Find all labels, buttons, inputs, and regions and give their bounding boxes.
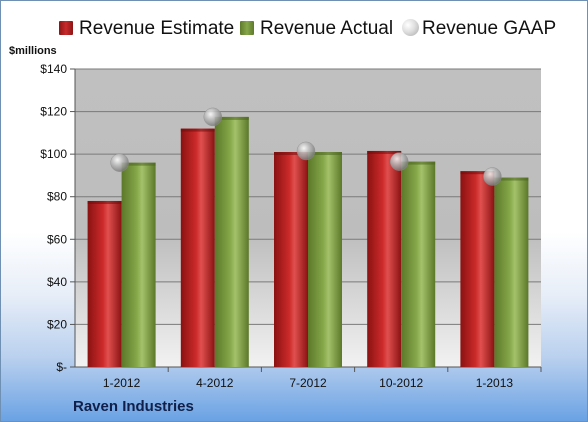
y-tick-label: $80: [47, 190, 67, 204]
point-revenue-gaap: [296, 141, 316, 161]
y-tick-label: $140: [40, 62, 67, 76]
bar-revenue-estimate: [180, 128, 215, 367]
y-tick-label: $40: [47, 275, 67, 289]
y-tick-label: $20: [47, 317, 67, 331]
bar-revenue-estimate: [460, 171, 495, 367]
bar-revenue-actual: [308, 152, 342, 367]
bar-top-revenue-estimate: [87, 200, 122, 204]
y-tick-label: $60: [47, 232, 67, 246]
bar-revenue-estimate: [87, 200, 122, 367]
company-name: Raven Industries: [73, 398, 194, 415]
bar-revenue-actual: [121, 162, 156, 367]
y-axis-unit-label: $millions: [9, 45, 57, 57]
chart-legend: Revenue Estimate Revenue Actual Revenue …: [1, 17, 587, 41]
bar-revenue-actual: [494, 177, 529, 367]
y-tick-label: $-: [56, 360, 67, 374]
bar-top-revenue-actual: [214, 116, 249, 120]
point-revenue-gaap: [203, 107, 223, 127]
legend-marker-revenue-gaap: [402, 19, 419, 36]
bar-revenue-estimate: [367, 150, 402, 367]
bar-top-revenue-estimate: [367, 150, 402, 154]
x-tick-label: 7-2012: [289, 376, 327, 390]
bar-top-revenue-estimate: [180, 128, 215, 132]
bar-revenue-actual: [214, 116, 249, 368]
x-tick-label: 1-2013: [476, 376, 514, 390]
point-revenue-gaap: [110, 153, 129, 172]
bar-top-revenue-actual: [494, 177, 529, 181]
bar-top-revenue-estimate: [274, 152, 308, 156]
bar-revenue-actual: [401, 161, 436, 367]
legend-label-revenue-gaap: Revenue GAAP: [422, 18, 557, 39]
legend-label-revenue-estimate: Revenue Estimate: [79, 18, 235, 39]
bar-top-revenue-actual: [401, 161, 436, 165]
x-tick-label: 10-2012: [379, 376, 423, 390]
point-revenue-gaap: [483, 167, 502, 186]
bar-revenue-estimate: [274, 152, 308, 367]
point-revenue-gaap: [389, 152, 409, 171]
legend-label-revenue-actual: Revenue Actual: [260, 18, 394, 39]
bar-top-revenue-actual: [308, 152, 342, 156]
legend-swatch-revenue-actual: [240, 21, 254, 35]
y-tick-label: $120: [40, 105, 67, 119]
legend-swatch-revenue-estimate: [59, 21, 73, 35]
x-tick-label: 4-2012: [196, 376, 234, 390]
x-tick-label: 1-2012: [103, 376, 141, 390]
bar-top-revenue-actual: [121, 162, 156, 166]
y-tick-label: $100: [40, 147, 67, 161]
bar-top-revenue-estimate: [460, 171, 495, 175]
